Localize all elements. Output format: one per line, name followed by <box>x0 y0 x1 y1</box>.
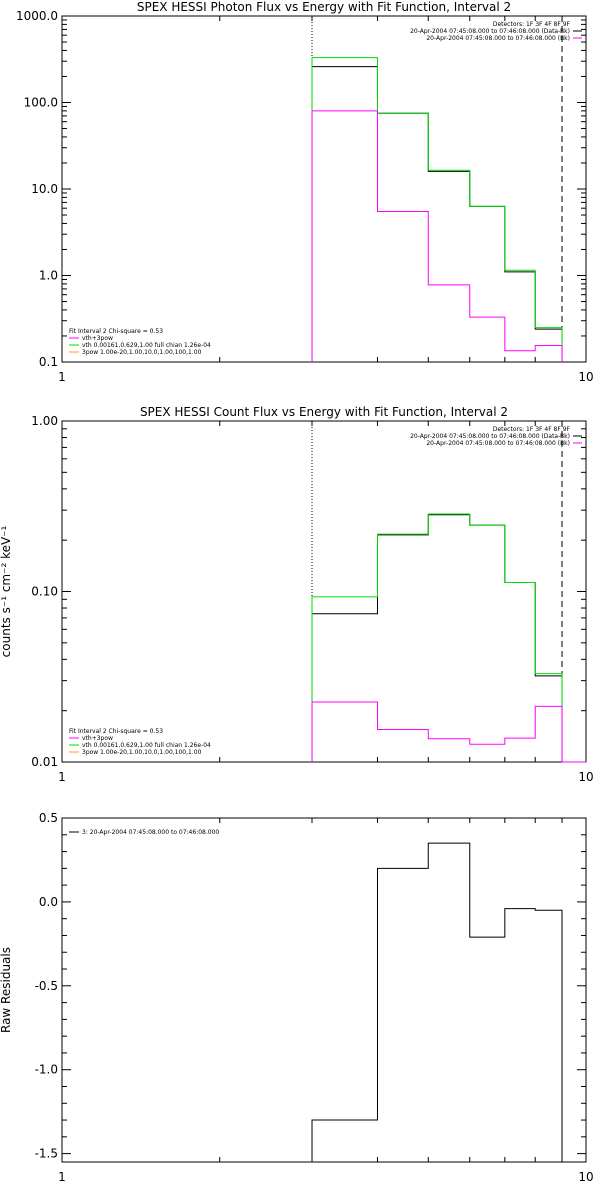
legend-entry: vth+3pow <box>82 335 113 342</box>
y-tick-label: 10.0 <box>31 182 58 196</box>
y-axis-label: counts s⁻¹ cm⁻² keV⁻¹ <box>0 525 13 657</box>
chart-title: SPEX HESSI Photon Flux vs Energy with Fi… <box>137 0 511 14</box>
y-tick-label: 1.0 <box>39 269 58 283</box>
y-axis-label: Raw Residuals <box>0 947 13 1033</box>
series-step-line-2 <box>311 110 563 362</box>
y-tick-label: 0.01 <box>31 755 58 769</box>
legend-entry: Fit Interval 2 Chi-square = 0.53 <box>69 328 163 335</box>
header-line: Detectors: 1F 3F 4F 8F 9F <box>493 426 571 433</box>
legend-entry: 3: 20-Apr-2004 07:45:08.000 to 07:46:08.… <box>82 829 219 836</box>
panel-residual: 0.5 0.0 -0.5 -1.0 -1.51 10 Raw Residuals 3: 20-… <box>0 811 594 1184</box>
y-tick-label: 0.10 <box>31 585 58 599</box>
header-line: 20-Apr-2004 07:45:08.000 to 07:46:08.000… <box>426 35 570 42</box>
legend-entry: vth+3pow <box>82 735 113 742</box>
legend-entry: 3pow 1.00e-20,1.00,10.0,1.00,100,1.00 <box>82 749 202 756</box>
y-tick-label: -1.0 <box>35 1063 58 1077</box>
y-tick-label: -1.5 <box>35 1147 58 1161</box>
y-tick-label: 0.1 <box>39 355 58 369</box>
y-tick-label: 1.00 <box>31 414 58 428</box>
y-tick-label: 1000.0 <box>16 9 58 23</box>
x-tick-label: 10 <box>578 370 593 384</box>
panel-photon: SPEX HESSI Photon Flux vs Energy with Fi… <box>16 0 594 384</box>
header-line: 20-Apr-2004 07:45:08.000 to 07:46:08.000… <box>426 440 570 447</box>
panel-count: SPEX HESSI Count Flux vs Energy with Fit… <box>0 405 594 784</box>
y-tick-label: 0.0 <box>39 895 58 909</box>
plot-frame <box>61 817 587 1163</box>
x-tick-label: 10 <box>578 1170 593 1184</box>
x-tick-label: 10 <box>578 770 593 784</box>
series-step-line-1 <box>311 57 563 362</box>
plot-frame <box>61 15 587 363</box>
series-step-line-1 <box>311 513 563 762</box>
series-step-line-2 <box>311 701 586 763</box>
legend-entry: vth 0.00161,0.629,1.00 full chian 1.26e-… <box>82 742 211 749</box>
y-tick-label: 0.5 <box>39 811 58 825</box>
legend-entry: vth 0.00161,0.629,1.00 full chian 1.26e-… <box>82 342 211 349</box>
x-tick-label: 1 <box>58 770 66 784</box>
series-step-line-0 <box>311 514 563 762</box>
x-tick-label: 1 <box>58 370 66 384</box>
x-tick-label: 1 <box>58 1170 66 1184</box>
header-line: 20-Apr-2004 07:45:08.000 to 07:46:08.000… <box>410 28 570 35</box>
y-tick-label: 100.0 <box>24 96 58 110</box>
header-line: Detectors: 1F 3F 4F 8F 9F <box>493 21 571 28</box>
chart-title: SPEX HESSI Count Flux vs Energy with Fit… <box>140 405 508 419</box>
legend-entry: 3pow 1.00e-20,1.00,10.0,1.00,100,1.00 <box>82 349 202 356</box>
header-line: 20-Apr-2004 07:45:08.000 to 07:46:08.000… <box>410 433 570 440</box>
legend-entry: Fit Interval 2 Chi-square = 0.53 <box>69 728 163 735</box>
y-tick-label: -0.5 <box>35 979 58 993</box>
series-step-line-0 <box>311 842 563 1162</box>
plot-frame <box>61 420 587 763</box>
